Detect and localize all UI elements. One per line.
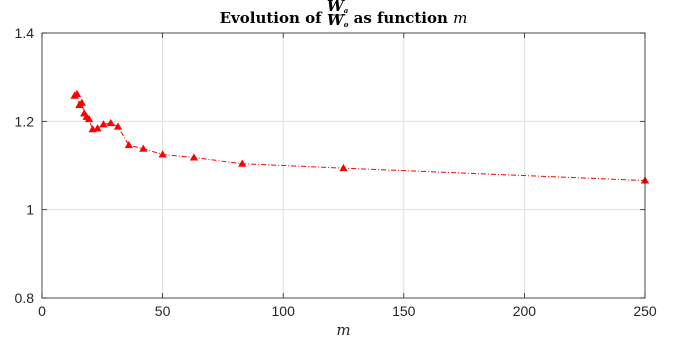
x-axis-label: m (336, 321, 350, 339)
data-point-11 (113, 122, 123, 130)
chart-title-suffix: as function m (354, 9, 468, 27)
y-tick-label-0: 0.8 (15, 290, 35, 306)
y-axis-ticks: 0.8 1 1.2 1.4 (15, 25, 645, 306)
chart-title-prefix: Evolution of (220, 9, 324, 27)
x-tick-label-4: 200 (513, 303, 537, 319)
x-tick-label-2: 100 (272, 303, 296, 319)
data-point-1 (72, 89, 82, 97)
x-axis-ticks: 0 50 100 150 200 250 (38, 33, 657, 319)
y-tick-label-3: 1.4 (15, 25, 35, 41)
data-point-10 (106, 118, 115, 127)
data-point-6 (84, 114, 94, 123)
data-point-17 (339, 163, 348, 172)
data-point-15 (189, 153, 199, 161)
series-line-group (74, 93, 646, 182)
data-point-8 (93, 124, 102, 132)
data-point-14 (158, 150, 167, 158)
x-tick-label-5: 250 (633, 303, 657, 319)
x-tick-label-1: 50 (155, 303, 171, 319)
chart-title: Evolution of Wa Wo as function m (220, 0, 468, 29)
fraction-denominator: Wo (327, 11, 349, 29)
data-point-16 (238, 159, 247, 167)
series-markers (70, 89, 650, 184)
data-point-12 (124, 140, 133, 149)
data-point-9 (99, 120, 108, 128)
y-tick-label-2: 1.2 (15, 113, 35, 129)
plot-frame (41, 32, 646, 299)
fraction-numerator: Wa (327, 0, 349, 15)
x-tick-label-3: 150 (392, 303, 416, 319)
x-tick-label-0: 0 (38, 303, 46, 319)
series-line-0 (74, 93, 646, 182)
chart-title-fraction: Wa Wo (327, 0, 349, 29)
data-point-13 (139, 144, 148, 152)
y-tick-label-1: 1 (26, 202, 34, 218)
data-point-3 (77, 98, 86, 106)
